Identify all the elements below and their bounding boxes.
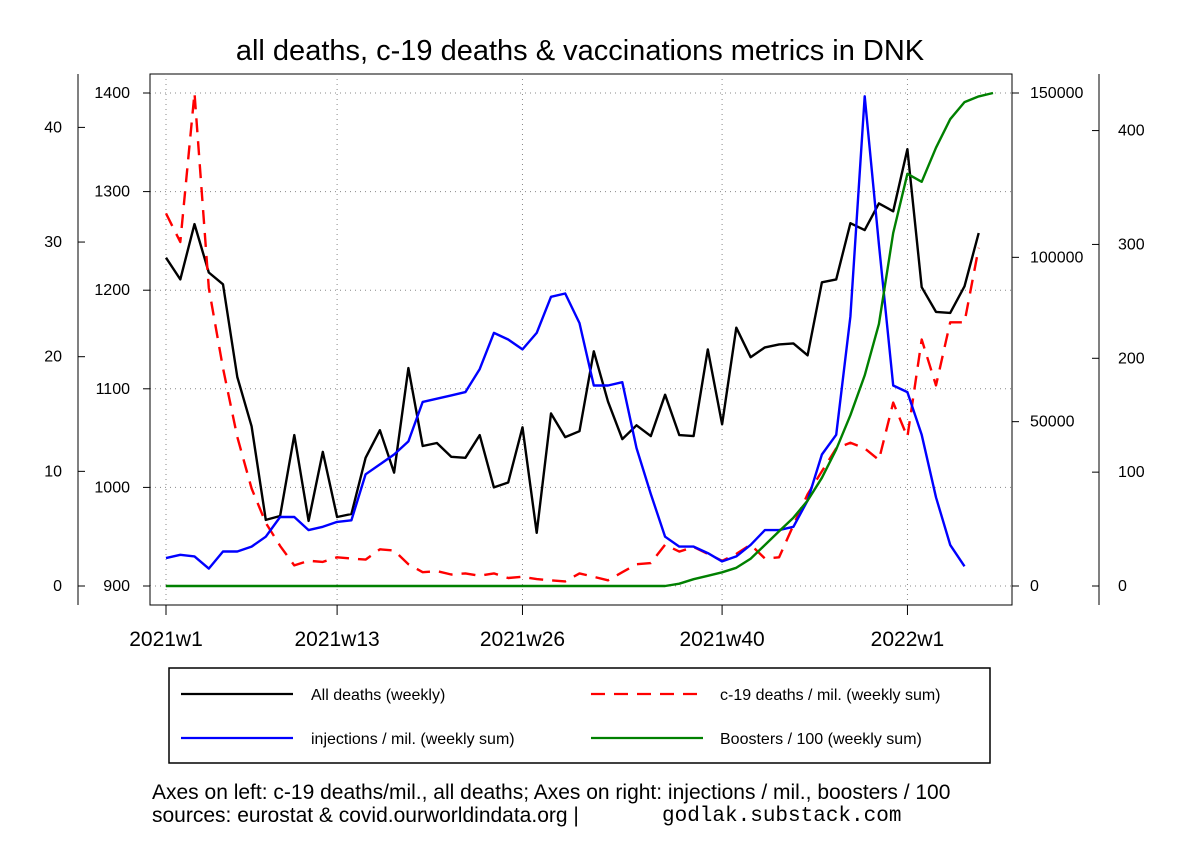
- series-line-2: [165, 95, 966, 570]
- y-tick-label-right_inner: 100000: [1030, 249, 1083, 266]
- x-tick-label: 2021w13: [294, 628, 379, 651]
- y-tick-label-left_inner: 1000: [94, 479, 130, 496]
- y-tick-label-left_inner: 900: [103, 578, 130, 595]
- y-tick-label-right_outer: 200: [1118, 350, 1145, 367]
- legend-label-injections: injections / mil. (weekly sum): [311, 731, 515, 748]
- legend: All deaths (weekly) c-19 deaths / mil. (…: [168, 667, 991, 764]
- y-tick-label-left_inner: 1400: [94, 85, 130, 102]
- y-tick-label-right_inner: 0: [1030, 578, 1039, 595]
- y-tick-label-left_inner: 1200: [94, 282, 130, 299]
- plot-frame: [149, 73, 1013, 606]
- y-tick-label-right_outer: 100: [1118, 464, 1145, 481]
- footer-sources: sources: eurostat & covid.ourworldindata…: [152, 804, 579, 827]
- footer-credit: godlak.substack.com: [662, 805, 901, 828]
- y-tick-label-right_outer: 0: [1118, 578, 1127, 595]
- legend-label-boosters: Boosters / 100 (weekly sum): [720, 731, 922, 748]
- y-tick-label-right_inner: 50000: [1030, 414, 1075, 431]
- y-tick-label-left_outer: 20: [44, 349, 62, 366]
- y-tick-label-right_inner: 150000: [1030, 85, 1083, 102]
- y-tick-label-left_outer: 10: [44, 463, 62, 480]
- y-tick-label-left_outer: 30: [44, 234, 62, 251]
- x-tick-label: 2021w40: [679, 628, 764, 651]
- x-tick-label: 2021w26: [480, 628, 565, 651]
- series-line-3: [166, 91, 994, 588]
- legend-box: [168, 667, 991, 764]
- footer-axes-note: Axes on left: c-19 deaths/mil., all deat…: [152, 781, 950, 804]
- y-tick-label-left_outer: 0: [53, 578, 62, 595]
- y-tick-label-left_inner: 1100: [96, 381, 131, 398]
- x-tick-label: 2021w1: [129, 628, 203, 651]
- y-tick-label-left_outer: 40: [44, 119, 62, 136]
- series-line-1: [164, 91, 980, 583]
- y-tick-label-left_inner: 1300: [94, 184, 130, 201]
- chart-title: all deaths, c-19 deaths & vaccinations m…: [236, 35, 925, 67]
- axes: 2021w1 2021w13 2021w26 2021w40 2022w1 0 10 20 30…: [44, 74, 1145, 651]
- x-tick-label: 2022w1: [871, 628, 945, 651]
- series-lines: [164, 91, 994, 588]
- grid: [150, 74, 1012, 605]
- series-line-0: [164, 147, 980, 534]
- y-tick-label-right_outer: 300: [1118, 236, 1145, 253]
- y-tick-label-right_outer: 400: [1118, 123, 1145, 140]
- legend-label-c19-deaths: c-19 deaths / mil. (weekly sum): [720, 687, 941, 704]
- legend-label-all-deaths: All deaths (weekly): [311, 687, 445, 704]
